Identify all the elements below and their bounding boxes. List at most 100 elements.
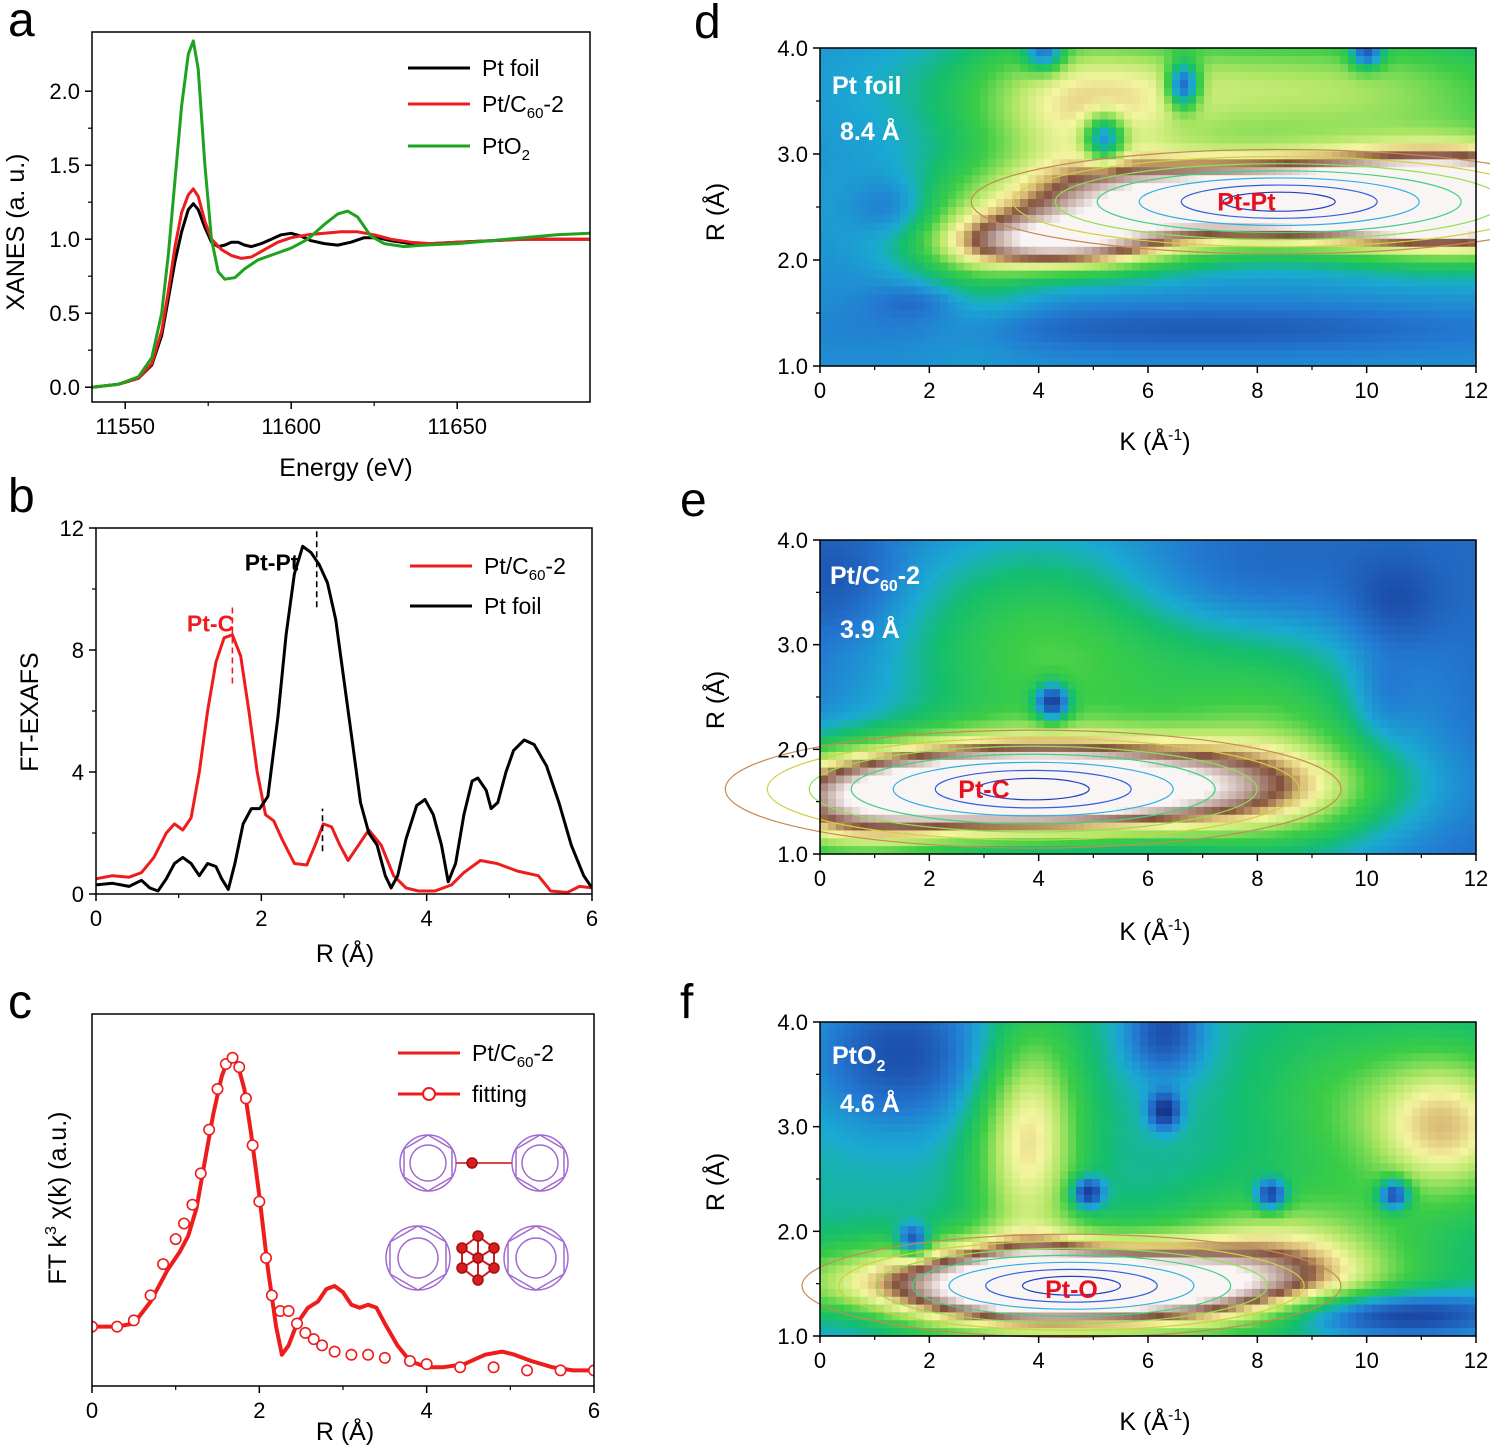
heatmap-cell — [1004, 618, 1013, 627]
heatmap-cell — [1148, 95, 1157, 105]
heatmap-cell — [884, 286, 893, 296]
heatmap-cell — [1052, 751, 1061, 761]
heatmap-cell — [1068, 238, 1077, 248]
heatmap-cell — [988, 127, 997, 137]
heatmap-cell — [1148, 334, 1157, 343]
heatmap-cell — [1124, 183, 1133, 192]
heatmap-cell — [860, 618, 869, 627]
heatmap-cell — [1212, 262, 1221, 272]
heatmap-cell — [876, 318, 885, 327]
heatmap-cell — [972, 712, 981, 722]
heatmap-cell — [852, 71, 861, 81]
heatmap-cell — [868, 594, 877, 604]
heatmap-cell — [1332, 294, 1341, 303]
heatmap-cell — [876, 127, 885, 137]
heatmap-cell — [932, 318, 941, 327]
heatmap-cell — [1036, 587, 1045, 596]
heatmap-cell — [1220, 167, 1229, 176]
heatmap-cell — [876, 728, 885, 737]
heatmap-cell — [1332, 222, 1341, 232]
heatmap-cell — [844, 610, 853, 620]
heatmap-cell — [1132, 55, 1141, 65]
heatmap-cell — [868, 254, 877, 264]
heatmap-cell — [1004, 326, 1013, 335]
heatmap-cell — [1060, 759, 1069, 769]
heatmap-cell — [884, 602, 893, 612]
heatmap-cell — [908, 159, 917, 168]
heatmap-cell — [948, 191, 957, 200]
heatmap-cell — [1132, 87, 1141, 97]
heatmap-cell — [1012, 791, 1021, 800]
heatmap-cell — [1108, 111, 1117, 121]
heatmap-cell — [820, 111, 829, 121]
heatmap-cell — [1468, 254, 1477, 264]
heatmap-cell — [844, 642, 853, 651]
heatmap-cell — [1212, 55, 1221, 65]
heatmap-cell — [1332, 191, 1341, 200]
heatmap-cell — [980, 230, 989, 240]
heatmap-cell — [860, 830, 869, 839]
heatmap-cell — [964, 55, 973, 65]
heatmap-cell — [1092, 119, 1101, 129]
heatmap-cell — [1348, 183, 1357, 192]
heatmap-cell — [1388, 286, 1397, 296]
heatmap-cell — [900, 626, 909, 635]
heatmap-cell — [1460, 302, 1469, 311]
heatmap-cell — [908, 207, 917, 216]
heatmap-cell — [1388, 191, 1397, 200]
heatmap-cell — [1052, 95, 1061, 105]
heatmap-cell — [1108, 302, 1117, 311]
heatmap-cell — [1348, 222, 1357, 232]
heatmap-cell — [1444, 87, 1453, 97]
heatmap-cell — [828, 342, 837, 351]
heatmap-cell — [1012, 71, 1021, 81]
heatmap-cell — [1300, 358, 1309, 367]
heatmap-cell — [1028, 767, 1037, 777]
heatmap-cell — [1172, 103, 1181, 113]
heatmap-cell — [1276, 238, 1285, 248]
heatmap-cell — [820, 326, 829, 335]
heatmap-cell — [1364, 310, 1373, 319]
heatmap-cell — [1428, 302, 1437, 311]
heatmap-cell — [1340, 103, 1349, 113]
heatmap-cell — [1116, 238, 1125, 248]
heatmap-cell — [1356, 199, 1365, 208]
heatmap-cell — [940, 806, 949, 816]
heatmap-cell — [1068, 704, 1077, 714]
heatmap-cell — [1276, 246, 1285, 256]
heatmap-cell — [1148, 214, 1157, 224]
heatmap-cell — [828, 262, 837, 272]
heatmap-cell — [1252, 350, 1261, 359]
heatmap-cell — [1028, 594, 1037, 604]
heatmap-cell — [1364, 119, 1373, 129]
heatmap-cell — [820, 127, 829, 137]
heatmap-cell — [1340, 175, 1349, 184]
heatmap-cell — [1036, 563, 1045, 572]
heatmap-cell — [1412, 350, 1421, 359]
heatmap-cell — [868, 642, 877, 651]
heatmap-peak-label-d: Pt-Pt — [1217, 189, 1276, 217]
heatmap-cell — [980, 246, 989, 256]
heatmap-cell — [916, 806, 925, 816]
heatmap-cell — [860, 230, 869, 240]
heatmap-cell — [1316, 350, 1325, 359]
heatmap-cell — [836, 262, 845, 272]
heatmap-cell — [876, 278, 885, 288]
heatmap-cell — [1404, 214, 1413, 224]
heatmap-cell — [884, 838, 893, 847]
heatmap-cell — [1468, 342, 1477, 351]
heatmap-cell — [860, 318, 869, 327]
heatmap-cell — [1044, 119, 1053, 129]
heatmap-cell — [1204, 95, 1213, 105]
heatmap-cell — [1124, 302, 1133, 311]
heatmap-cell — [1316, 207, 1325, 216]
heatmap-cell — [1148, 207, 1157, 216]
heatmap-cell — [1236, 151, 1245, 160]
heatmap-cell — [1348, 151, 1357, 160]
heatmap-cell — [1164, 334, 1173, 343]
heatmap-cell — [980, 286, 989, 296]
heatmap-cell — [1092, 712, 1101, 722]
heatmap-cell — [908, 822, 917, 832]
heatmap-cell — [1332, 143, 1341, 152]
heatmap-cell — [924, 326, 933, 335]
